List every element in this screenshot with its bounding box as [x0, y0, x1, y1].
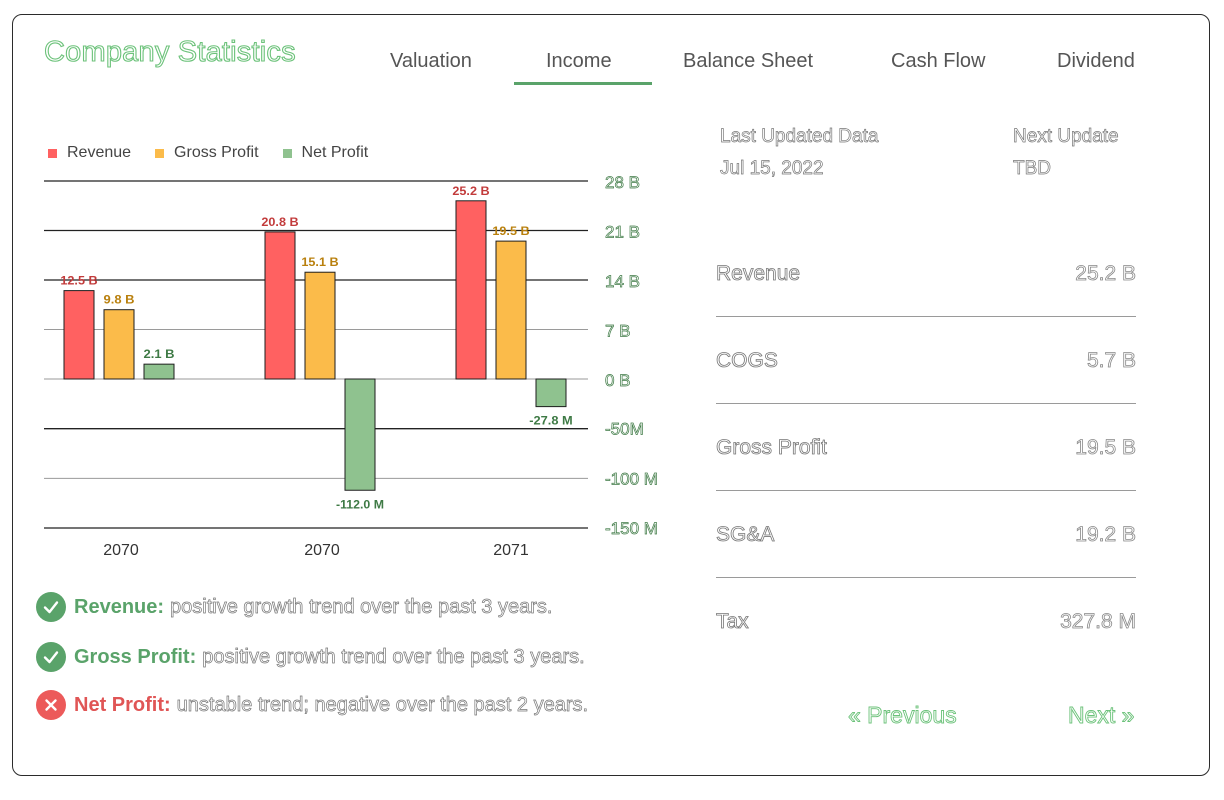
y-tick-label: 28 B [605, 173, 640, 192]
assessment-text-revenue: positive growth trend over the past 3 ye… [170, 595, 553, 618]
stat-row-sga: SG&A 19.2 B [716, 523, 1137, 611]
stat-row-gross-profit: Gross Profit 19.5 B [716, 436, 1137, 524]
next-update-label: Next Update [1013, 126, 1119, 148]
data-label: 20.8 B [261, 215, 299, 229]
assessment-text-net-profit: unstable trend; negative over the past 2… [176, 693, 589, 716]
assessment-label-revenue: Revenue: [74, 595, 165, 618]
bar [535, 378, 567, 408]
data-label: 12.5 B [60, 274, 98, 288]
bar [63, 290, 95, 380]
x-tick-label: 2070 [304, 542, 340, 559]
bar [495, 240, 527, 380]
income-bar-chart: 28 B 21 B 14 B 7 B 0 B -50M -100 M -150 M 12.5 B… [44, 173, 658, 559]
assessment-net-profit: Net Profit: unstable trend; negative ove… [36, 690, 588, 720]
divider [716, 577, 1136, 578]
assessment-revenue: Revenue: positive growth trend over the … [36, 592, 553, 622]
data-label: -27.8 M [529, 414, 572, 428]
stat-row-revenue: Revenue 25.2 B [716, 262, 1137, 350]
stat-name: Revenue [716, 262, 801, 286]
page-title: Company Statistics [43, 35, 296, 68]
y-tick-label: 21 B [605, 223, 640, 242]
stat-value: 5.7 B [1086, 349, 1137, 373]
y-tick-label: -100 M [605, 469, 658, 488]
stat-value: 19.5 B [1075, 436, 1137, 460]
next-link[interactable]: Next » [1068, 702, 1135, 729]
y-tick-label: -50M [605, 420, 644, 439]
legend-item-revenue: Revenue [48, 144, 131, 162]
check-circle-icon [36, 592, 66, 622]
x-tick-label: 2071 [493, 542, 529, 559]
tab-dividend[interactable]: Dividend [1057, 50, 1135, 72]
divider [716, 403, 1136, 404]
divider [716, 316, 1136, 317]
cross-circle-icon [36, 690, 66, 720]
legend-label-gross-profit: Gross Profit [174, 144, 259, 161]
bar [344, 378, 376, 491]
stat-row-cogs: COGS 5.7 B [716, 349, 1137, 437]
tab-income[interactable]: Income [546, 50, 612, 72]
bar [264, 231, 296, 380]
last-updated-value: Jul 15, 2022 [720, 158, 824, 180]
assessment-label-net-profit: Net Profit: [74, 693, 171, 716]
bar [304, 271, 336, 380]
legend-label-revenue: Revenue [67, 144, 132, 161]
assessment-gross-profit: Gross Profit: positive growth trend over… [36, 642, 585, 672]
stat-name: Tax [716, 610, 749, 634]
stat-name: COGS [716, 349, 779, 373]
assessment-label-gross-profit: Gross Profit: [74, 645, 197, 668]
tab-balance-sheet[interactable]: Balance Sheet [683, 50, 814, 72]
chart-legend: Revenue Gross Profit Net Profit [48, 144, 392, 162]
y-tick-label: 7 B [605, 322, 631, 341]
data-label: 19.5 B [492, 224, 530, 238]
bar [143, 363, 175, 380]
data-label: -112.0 M [336, 497, 384, 511]
check-circle-icon [36, 642, 66, 672]
tab-valuation[interactable]: Valuation [390, 50, 472, 72]
next-update-value: TBD [1013, 158, 1052, 180]
data-label: 25.2 B [452, 184, 490, 198]
stat-value: 327.8 M [1060, 610, 1137, 634]
last-updated-label: Last Updated Data [720, 126, 879, 148]
data-label: 2.1 B [144, 347, 175, 361]
assessment-text-gross-profit: positive growth trend over the past 3 ye… [202, 645, 585, 668]
legend-label-net-profit: Net Profit [301, 144, 369, 161]
bar [103, 309, 135, 380]
tab-cash-flow[interactable]: Cash Flow [891, 50, 986, 72]
x-tick-label: 2070 [103, 542, 139, 559]
y-tick-label: -150 M [605, 519, 658, 538]
legend-swatch-net-profit [282, 148, 292, 158]
previous-link[interactable]: « Previous [848, 702, 958, 729]
divider [716, 490, 1136, 491]
legend-swatch-gross-profit [155, 148, 165, 158]
legend-item-net-profit: Net Profit [282, 144, 369, 162]
data-label: 9.8 B [104, 293, 135, 307]
y-tick-label: 0 B [605, 371, 631, 390]
stat-name: Gross Profit [716, 436, 828, 460]
y-tick-label: 14 B [605, 272, 640, 291]
statistics-card [12, 14, 1210, 776]
legend-item-gross-profit: Gross Profit [155, 144, 259, 162]
active-tab-indicator [514, 82, 652, 85]
bar [455, 200, 487, 380]
data-label: 15.1 B [301, 255, 339, 269]
stat-row-tax: Tax 327.8 M [716, 610, 1137, 698]
legend-swatch-revenue [48, 148, 57, 158]
stat-value: 25.2 B [1075, 262, 1137, 286]
stat-name: SG&A [716, 523, 775, 547]
stat-value: 19.2 B [1075, 523, 1137, 547]
